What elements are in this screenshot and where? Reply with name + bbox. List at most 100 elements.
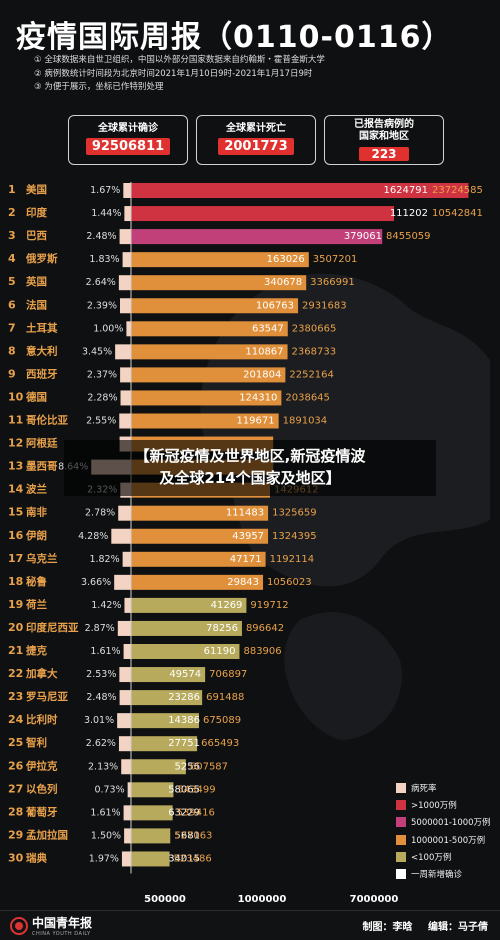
fatality-label: 1.67% [90, 185, 120, 196]
total-label: 919712 [250, 600, 288, 611]
total-label: 675089 [203, 715, 241, 726]
row-rank: 16 [8, 529, 24, 542]
note-1: ① 全球数据来自世卫组织，中国以外部分国家数据来自约翰斯・霍普金斯大学 [34, 55, 325, 65]
fatality-label: 2.48% [86, 692, 116, 703]
row-rank: 30 [8, 851, 24, 864]
new-cases-label: 340678 [264, 277, 302, 288]
total-bar [131, 644, 240, 659]
legend-item: 病死率 [396, 779, 491, 796]
row-rank: 6 [8, 298, 16, 311]
fatality-label: 3.66% [81, 577, 111, 588]
fatality-label: 2.87% [85, 623, 115, 634]
fatality-bar [123, 805, 131, 821]
kpi-reported-label-line1: 已报告病例的 [354, 119, 414, 130]
new-cases-label: 110867 [245, 346, 283, 357]
fatality-bar [119, 667, 131, 683]
fatality-label: 1.61% [90, 807, 120, 818]
total-label: 10542841 [432, 208, 483, 219]
row-country: 南非 [26, 506, 47, 519]
caption-line-1: 【新冠疫情及世界地区,新冠疫情波 [134, 447, 366, 465]
fatality-bar [120, 298, 131, 314]
fatality-label: 2.62% [86, 738, 116, 749]
total-label: 527063 [174, 830, 212, 841]
new-cases-label: 111483 [226, 508, 264, 519]
fatality-bar [124, 597, 131, 613]
total-bar [131, 805, 173, 821]
fatality-bar [122, 252, 131, 268]
total-label: 2368733 [292, 346, 337, 357]
row-country: 波兰 [26, 483, 47, 496]
row-rank: 8 [8, 344, 16, 357]
legend-item: 5000001-1000万例 [396, 814, 491, 831]
fatality-bar [118, 736, 131, 752]
total-bar [131, 690, 203, 706]
row-rank: 19 [8, 598, 23, 611]
fatality-label: 2.64% [86, 277, 116, 288]
brand-name: 中国青年报 [32, 916, 93, 930]
fatality-bar [117, 713, 131, 729]
total-label: 1324395 [272, 531, 317, 542]
new-cases-label: 23286 [168, 692, 200, 703]
total-bar [131, 413, 279, 429]
total-label: 543499 [177, 784, 215, 795]
new-cases-label: 27751 [168, 738, 200, 749]
new-cases-label: 41269 [211, 600, 243, 611]
row-country: 罗马尼亚 [26, 691, 68, 703]
fatality-label: 0.73% [94, 784, 124, 795]
row-country: 巴西 [26, 230, 47, 242]
row-rank: 29 [8, 828, 23, 841]
credit1-label: 制图： [362, 922, 393, 933]
fatality-label: 1.82% [89, 554, 119, 565]
row-country: 印度尼西亚 [26, 621, 79, 634]
row-country: 孟加拉国 [26, 828, 68, 841]
new-cases-label: 163026 [267, 254, 305, 265]
row-country: 西班牙 [26, 367, 58, 380]
legend-item: >1000万例 [396, 796, 491, 813]
new-cases-label: 5681 [175, 830, 200, 841]
total-bar [131, 183, 469, 198]
row-country: 阿根廷 [26, 437, 58, 450]
brand-subtitle: CHINA YOUTH DAILY [32, 931, 91, 937]
new-cases-label: 63229 [168, 807, 200, 818]
row-country: 捷克 [26, 644, 47, 657]
total-label: 706897 [209, 669, 247, 680]
row-country: 哥伦比亚 [26, 414, 68, 427]
fatality-label: 1.42% [91, 600, 121, 611]
fatality-bar [119, 229, 131, 245]
row-country: 乌克兰 [26, 552, 58, 565]
total-label: 23724585 [432, 185, 483, 196]
kpi-cases-value: 92506811 [85, 138, 171, 155]
total-bar [131, 759, 186, 775]
fatality-label: 1.97% [89, 853, 119, 864]
row-country: 美国 [26, 183, 47, 196]
total-bar [131, 528, 269, 544]
row-country: 意大利 [26, 344, 58, 357]
fatality-bar [111, 528, 131, 544]
row-rank: 13 [8, 460, 23, 473]
kpi-reported-label: 已报告病例的 国家和地区 [325, 119, 443, 143]
total-bar [131, 620, 242, 636]
total-bar [131, 551, 266, 567]
total-label: 1056023 [267, 577, 312, 588]
fatality-bar [119, 413, 131, 429]
new-cases-label: 34015 [168, 853, 200, 864]
kpi-deaths-value: 2001773 [218, 138, 294, 155]
fatality-bar [121, 851, 131, 867]
row-rank: 21 [8, 644, 23, 657]
legend-swatch [396, 869, 406, 880]
fatality-bar [123, 183, 131, 198]
total-bar [131, 505, 269, 521]
note-3: ③ 为便于展示，坐标已作特别处理 [34, 82, 164, 92]
fatality-label: 1.83% [89, 254, 119, 265]
fatality-bar [121, 759, 131, 775]
new-cases-label: 61190 [204, 646, 236, 657]
row-rank: 1 [8, 183, 16, 196]
total-label: 3366991 [310, 277, 355, 288]
fatality-bar [124, 206, 131, 222]
caption-line-2: 及全球214个国家及地区】 [159, 469, 341, 487]
fatality-label: 3.45% [82, 346, 112, 357]
fatality-label: 2.28% [87, 392, 117, 403]
row-rank: 22 [8, 667, 23, 680]
total-bar [131, 344, 288, 360]
new-cases-label: 43957 [232, 531, 264, 542]
